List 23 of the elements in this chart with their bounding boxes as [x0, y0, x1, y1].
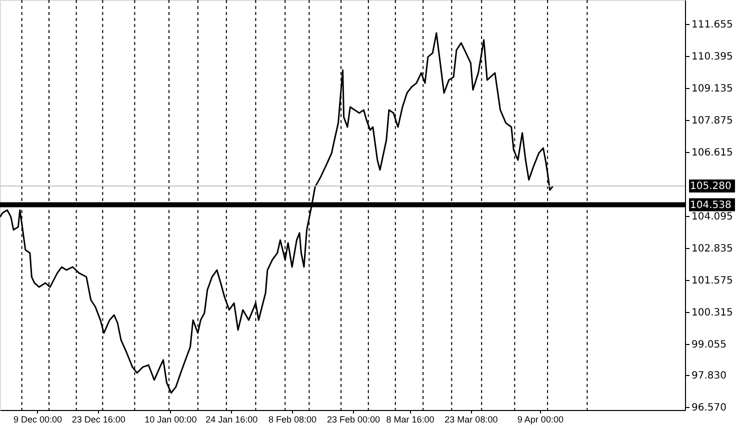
x-tick-label: 23 Mar 08:00 [444, 414, 498, 424]
y-tick-label: 109.135 [692, 84, 733, 95]
y-tick-label: 99.055 [692, 340, 726, 351]
y-tick-label: 107.875 [692, 116, 733, 127]
x-tick-label: 9 Apr 00:00 [517, 414, 564, 424]
x-tick-label: 23 Feb 00:00 [326, 414, 380, 424]
y-tick-label: 106.615 [692, 148, 733, 159]
y-tick-label: 101.575 [692, 276, 733, 287]
y-tick-label: 102.835 [692, 244, 733, 255]
y-tick-label: 96.570 [692, 402, 726, 414]
x-tick-label: 8 Mar 16:00 [386, 414, 434, 424]
y-tick-label: 97.830 [692, 370, 726, 382]
x-tick-label: 24 Jan 16:00 [206, 414, 258, 424]
y-tick-label: 111.655 [692, 20, 733, 31]
y-tick-label: 100.315 [692, 308, 733, 319]
x-tick-label: 23 Dec 16:00 [72, 414, 126, 424]
x-tick-label: 10 Jan 00:00 [144, 414, 197, 424]
ref-line-label: 104.538 [690, 200, 732, 211]
y-tick-label: 110.395 [692, 52, 733, 63]
x-tick-label: 8 Feb 08:00 [268, 414, 317, 424]
ref-line-label: 105.280 [690, 180, 732, 192]
y-tick-label: 104.095 [692, 212, 733, 223]
x-tick-label: 9 Dec 00:00 [13, 414, 62, 424]
